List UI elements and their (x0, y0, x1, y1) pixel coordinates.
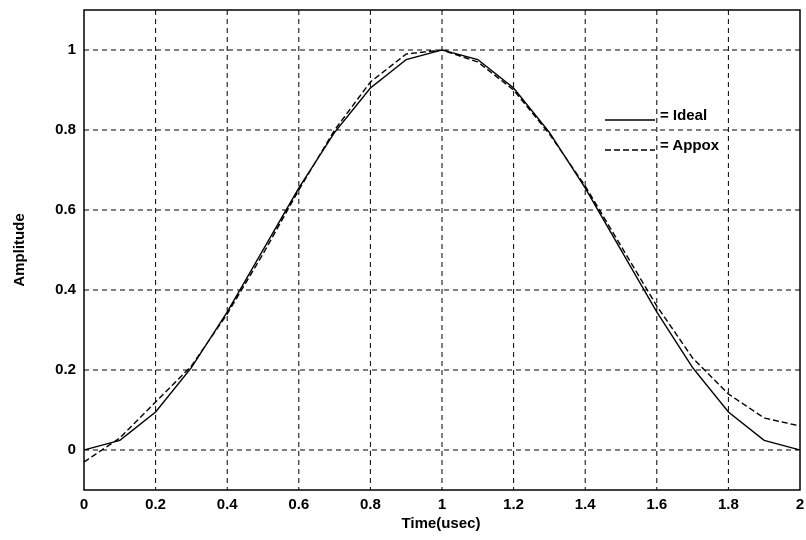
x-tick-label: 1 (438, 496, 446, 513)
x-tick-label: 1.6 (646, 496, 667, 513)
x-axis-label: Time(usec) (402, 515, 481, 532)
y-tick-label: 0.4 (55, 281, 77, 298)
x-tick-label: 0.8 (360, 496, 381, 513)
y-axis-label: Amplitude (11, 213, 28, 286)
x-tick-label: 0.4 (217, 496, 239, 513)
legend-label: = Ideal (660, 107, 707, 124)
y-tick-label: 0.2 (55, 361, 76, 378)
x-tick-label: 0 (80, 496, 88, 513)
x-tick-label: 1.2 (503, 496, 524, 513)
y-tick-label: 0.8 (55, 121, 76, 138)
y-tick-label: 0 (68, 441, 76, 458)
x-tick-label: 0.2 (145, 496, 166, 513)
x-tick-label: 2 (796, 496, 804, 513)
y-tick-label: 0.6 (55, 201, 76, 218)
legend-label: = Appox (660, 137, 720, 154)
line-series (83, 49, 801, 463)
x-tick-label: 1.4 (575, 496, 597, 513)
x-tick-label: 0.6 (288, 496, 309, 513)
y-tick-label: 1 (68, 41, 76, 58)
x-tick-label: 1.8 (718, 496, 739, 513)
